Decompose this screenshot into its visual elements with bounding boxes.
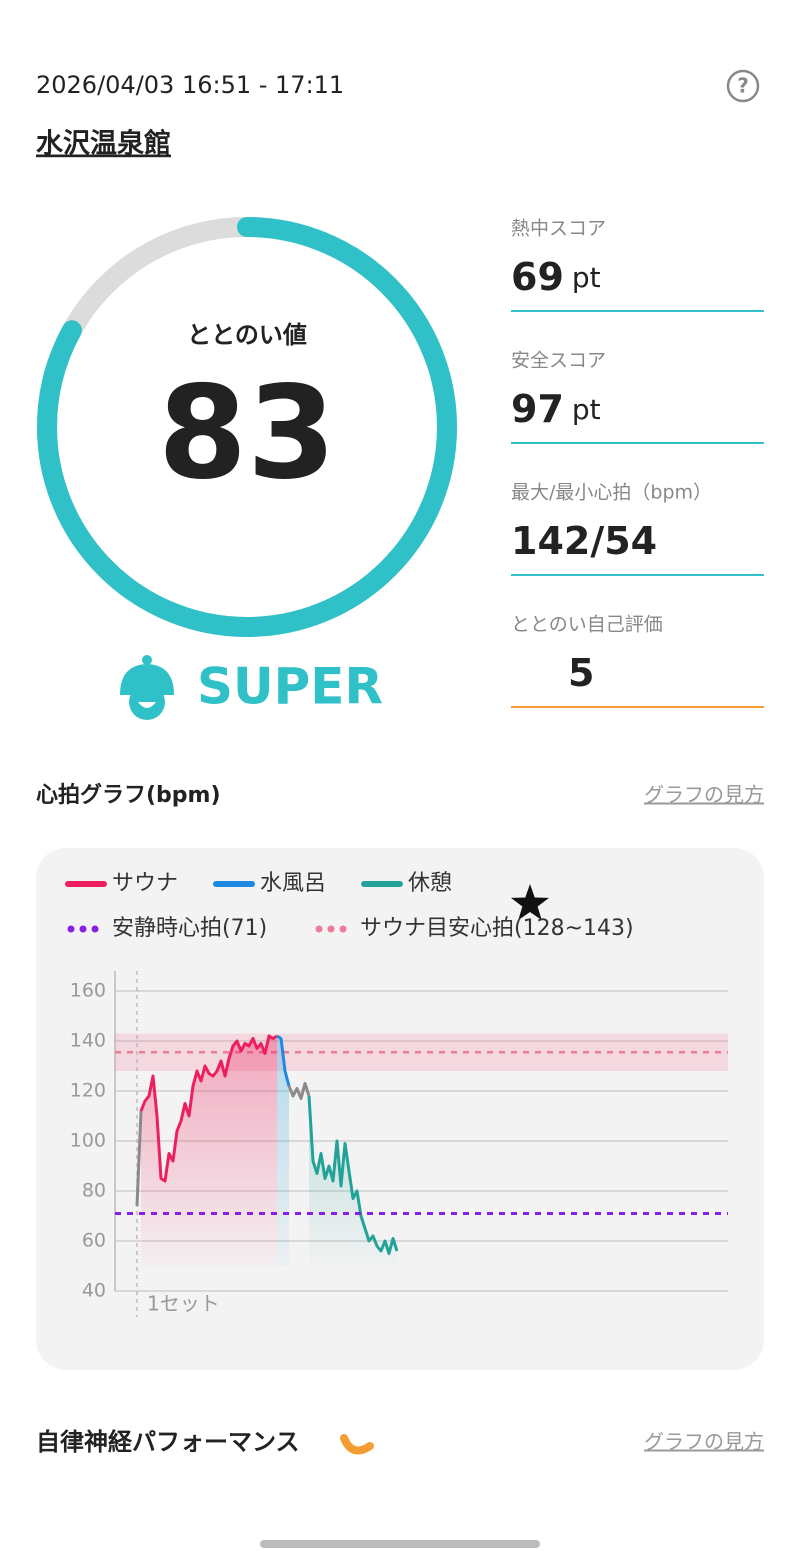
facility-name[interactable]: 水沢温泉館 xyxy=(36,128,171,160)
legend-dot xyxy=(91,925,99,933)
help-button[interactable] xyxy=(726,69,760,103)
legend-dot xyxy=(67,925,75,933)
y-tick-label: 80 xyxy=(82,1180,106,1202)
heart-rate-line xyxy=(139,1034,278,1183)
help-link[interactable]: グラフの見方 xyxy=(644,1430,764,1454)
home-indicator xyxy=(260,1540,540,1548)
rank-icon xyxy=(120,655,174,720)
heart-rate-line xyxy=(276,1034,291,1087)
target-band xyxy=(115,1033,728,1071)
score-ring xyxy=(37,217,457,637)
stat-number: 69 xyxy=(511,255,564,299)
status-icon xyxy=(340,1434,374,1455)
legend-label: サウナ xyxy=(112,871,178,896)
area-shade xyxy=(309,1096,397,1266)
stat-value: 5 xyxy=(568,651,594,695)
stat-value: 142/54 xyxy=(511,519,657,563)
stat-label: ととのい自己評価 xyxy=(511,614,663,636)
stat-label: 安全スコア xyxy=(511,350,606,372)
legend-dot xyxy=(327,925,335,933)
legend-label: 安静時心拍(71) xyxy=(112,916,267,941)
heart-rate-line xyxy=(135,1110,143,1207)
stat-label: 最大/最小心拍（bpm） xyxy=(511,482,712,504)
help-link[interactable]: グラフの見方 xyxy=(644,783,764,807)
area-shade xyxy=(141,1036,277,1266)
y-tick-label: 60 xyxy=(82,1230,106,1252)
datetime: 2026/04/03 16:51 - 17:11 xyxy=(36,71,344,99)
section-title: 自律神経パフォーマンス xyxy=(36,1428,300,1456)
heart-rate-line xyxy=(287,1082,311,1100)
score-label: ととのい値 xyxy=(187,321,307,349)
legend-label: サウナ目安心拍(128~143) xyxy=(360,916,634,941)
stat-number: 97 xyxy=(511,387,564,431)
y-tick-label: 140 xyxy=(70,1030,106,1052)
legend-dot xyxy=(339,925,347,933)
legend-label: 休憩 xyxy=(408,871,452,896)
stat-unit: pt xyxy=(572,393,601,426)
rank-label: SUPER xyxy=(197,658,383,716)
y-tick-label: 100 xyxy=(70,1130,106,1152)
area-shade xyxy=(277,1036,289,1266)
stat-value: 69 pt xyxy=(511,255,601,299)
section-title: 心拍グラフ(bpm) xyxy=(36,782,221,808)
help-icon[interactable]: ? xyxy=(737,74,749,98)
stat-number: 5 xyxy=(568,651,594,695)
heart-rate-line xyxy=(307,1095,399,1255)
y-tick-label: 120 xyxy=(70,1080,106,1102)
legend-dot xyxy=(79,925,87,933)
set-label: 1セット xyxy=(147,1292,220,1316)
y-tick-label: 160 xyxy=(70,980,106,1002)
stat-value: 97 pt xyxy=(511,387,601,431)
score-value: 83 xyxy=(158,359,336,508)
stat-number: 142/54 xyxy=(511,519,657,563)
legend-dot xyxy=(315,925,323,933)
stat-label: 熱中スコア xyxy=(511,218,606,240)
legend-label: 水風呂 xyxy=(260,871,326,896)
y-tick-label: 40 xyxy=(82,1280,106,1302)
star-icon xyxy=(510,884,550,921)
stat-unit: pt xyxy=(572,261,601,294)
